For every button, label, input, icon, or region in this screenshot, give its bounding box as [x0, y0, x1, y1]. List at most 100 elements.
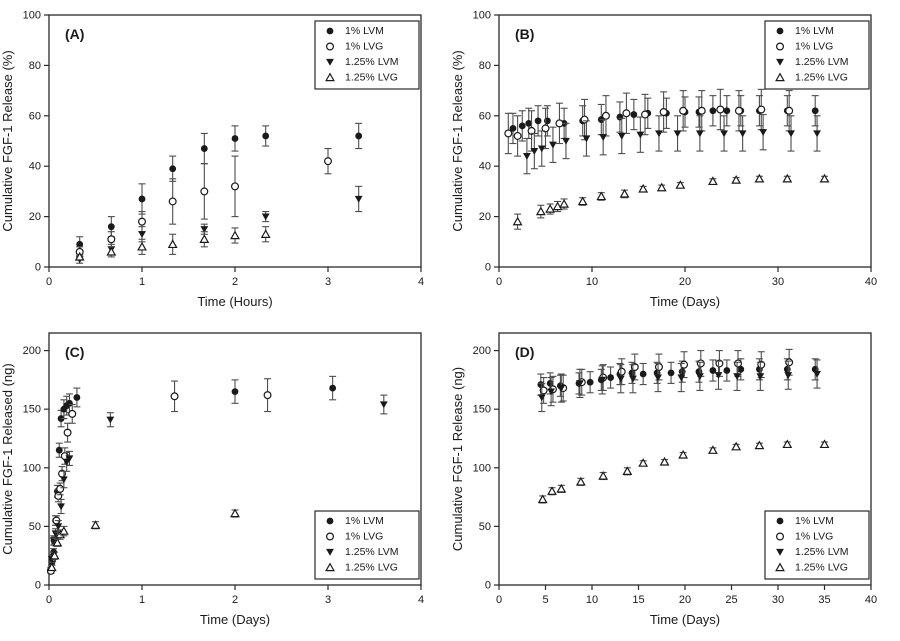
data-point — [819, 173, 830, 183]
data-point — [629, 375, 637, 383]
legend: 1% LVM 1% LVG 1.25% LVM 1.25% LVG — [764, 510, 870, 580]
series-1-25-lvg — [537, 439, 830, 504]
data-point — [552, 201, 563, 211]
data-point — [628, 369, 636, 377]
data-point — [138, 231, 146, 239]
panel-a: 0 1 2 3 4 0 20 40 60 80 100 Time (Hours) Cumulative … — [0, 0, 450, 318]
data-point — [261, 213, 270, 221]
data-point — [677, 374, 686, 382]
data-point — [575, 476, 586, 486]
data-point — [107, 223, 115, 231]
data-point — [638, 183, 649, 193]
y-tick-label: 20 — [29, 211, 41, 223]
series-1-lvm — [76, 122, 363, 253]
x-tick-label: 10 — [586, 276, 598, 288]
data-point — [757, 105, 766, 114]
y-tick-label: 200 — [23, 345, 41, 357]
data-point — [54, 523, 63, 531]
data-point — [263, 391, 272, 400]
y-tick-label: 0 — [485, 580, 491, 592]
y-tick-label: 40 — [29, 161, 41, 173]
data-point — [654, 374, 662, 382]
data-point — [537, 145, 546, 153]
legend-label: 1% LVG — [795, 531, 833, 543]
data-point — [231, 388, 239, 396]
data-point — [557, 384, 566, 392]
panel-label: (B) — [515, 26, 534, 42]
data-point — [586, 378, 594, 386]
x-tick-label: 20 — [679, 276, 691, 288]
y-tick-label: 150 — [473, 404, 491, 416]
x-tick-label: 4 — [418, 276, 424, 288]
data-point — [52, 537, 63, 547]
data-point — [734, 359, 743, 368]
series-1-lvg — [539, 348, 794, 404]
data-point — [379, 401, 388, 409]
data-point — [659, 108, 668, 117]
x-tick-label: 0 — [46, 276, 52, 288]
series-1-lvm — [47, 375, 337, 574]
data-point — [535, 206, 546, 216]
x-tick-label: 10 — [586, 594, 598, 606]
series-1-25-lvg — [46, 508, 240, 572]
panel-b: 0 10 20 30 40 0 20 40 60 80 100 Time (Days) Cumulati… — [450, 0, 900, 318]
panel-d: 0 5 10 15 20 25 30 35 40 0 50 100 150 200 Time (Days) C… — [450, 318, 900, 636]
data-point — [696, 359, 705, 368]
data-point — [546, 380, 554, 387]
y-tick-label: 100 — [23, 462, 41, 474]
data-point — [541, 124, 550, 133]
data-point — [527, 126, 536, 135]
data-point — [138, 195, 146, 203]
x-tick-label: 30 — [772, 276, 784, 288]
data-point — [716, 105, 725, 114]
x-tick-label: 2 — [232, 276, 238, 288]
legend-label: 1% LVG — [345, 531, 383, 543]
data-point — [813, 370, 821, 378]
data-point — [168, 197, 177, 206]
data-point — [262, 132, 270, 140]
y-axis-title: Cumulative FGF-1 Released (ng) — [0, 363, 15, 554]
panel-label: (A) — [65, 26, 84, 42]
data-point — [504, 129, 513, 138]
data-point — [759, 129, 768, 136]
data-point — [630, 111, 638, 118]
series-1-25-lvm — [75, 185, 363, 264]
data-point — [638, 458, 649, 467]
data-point — [714, 372, 723, 379]
x-tick-label: 5 — [542, 594, 548, 606]
y-axis-title: Cumulative FGF-1 Release (%) — [0, 50, 15, 231]
x-tick-label: 40 — [865, 276, 877, 288]
data-point — [737, 365, 745, 373]
legend-label: 1% LVM — [345, 515, 384, 527]
data-point — [709, 367, 717, 374]
data-point — [355, 132, 363, 140]
data-point — [707, 445, 718, 454]
data-point — [231, 182, 240, 191]
data-point — [756, 373, 765, 381]
data-point — [523, 153, 531, 160]
y-tick-label: 200 — [473, 345, 491, 357]
data-point — [754, 173, 765, 183]
data-point — [537, 494, 548, 504]
legend-label: 1.25% LVG — [345, 72, 398, 84]
x-tick-label: 20 — [679, 594, 691, 606]
legend-label: 1.25% LVM — [795, 546, 849, 558]
data-point — [639, 370, 647, 378]
y-tick-label: 150 — [23, 404, 41, 416]
data-point — [785, 358, 794, 367]
data-point — [697, 106, 706, 115]
series-1-lvg — [504, 88, 794, 157]
data-point — [74, 251, 85, 261]
x-axis-title: Time (Hours) — [197, 294, 272, 309]
data-point — [695, 373, 704, 381]
data-point — [720, 130, 728, 138]
x-tick-label: 35 — [818, 594, 830, 606]
y-tick-label: 50 — [29, 521, 41, 533]
data-point — [733, 373, 741, 381]
x-tick-label: 1 — [139, 594, 145, 606]
data-point — [641, 110, 650, 119]
data-point — [715, 359, 724, 368]
data-point — [782, 439, 793, 449]
data-point — [738, 130, 747, 138]
